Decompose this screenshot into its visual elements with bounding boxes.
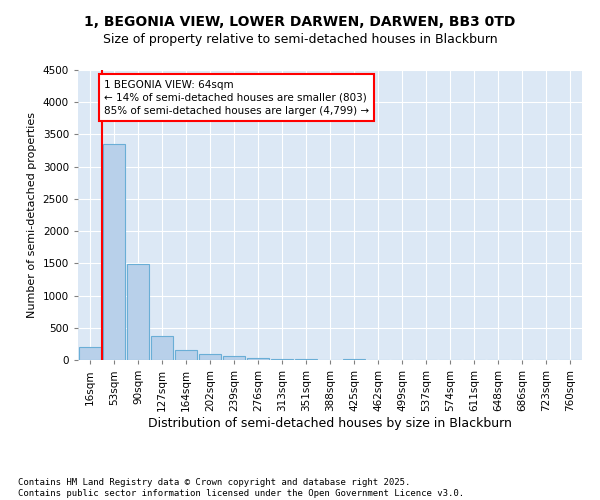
Bar [127,264,149,360]
Text: 1 BEGONIA VIEW: 64sqm
← 14% of semi-detached houses are smaller (803)
85% of sem: 1 BEGONIA VIEW: 64sqm ← 14% of semi-deta… [104,80,369,116]
Text: 1, BEGONIA VIEW, LOWER DARWEN, DARWEN, BB3 0TD: 1, BEGONIA VIEW, LOWER DARWEN, DARWEN, B… [85,15,515,29]
Bar [175,350,197,360]
Text: Contains HM Land Registry data © Crown copyright and database right 2025.
Contai: Contains HM Land Registry data © Crown c… [18,478,464,498]
Y-axis label: Number of semi-detached properties: Number of semi-detached properties [27,112,37,318]
Bar [247,358,269,360]
X-axis label: Distribution of semi-detached houses by size in Blackburn: Distribution of semi-detached houses by … [148,416,512,430]
Text: Size of property relative to semi-detached houses in Blackburn: Size of property relative to semi-detach… [103,32,497,46]
Bar [199,354,221,360]
Bar [223,356,245,360]
Bar [79,347,101,360]
Bar [151,336,173,360]
Bar [103,144,125,360]
